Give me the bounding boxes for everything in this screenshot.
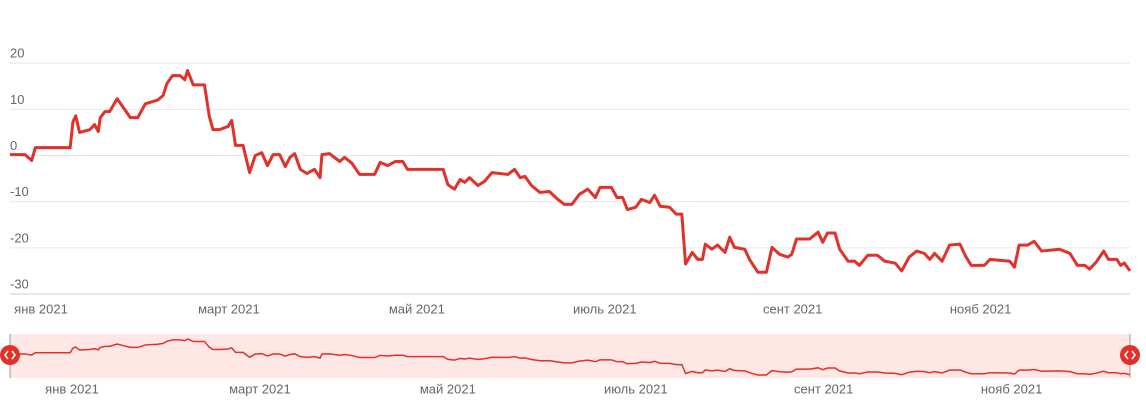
y-tick-label: -30 [10,276,29,291]
x-tick-label: май 2021 [389,301,445,316]
x-tick-label: июль 2021 [573,301,637,316]
navigator-x-label: май 2021 [420,381,476,396]
y-tick-label: 0 [10,138,17,153]
navigator-x-label: июль 2021 [604,381,668,396]
navigator-x-label: янв 2021 [45,381,99,396]
navigator-handle[interactable] [1120,345,1140,365]
y-tick-label: 20 [10,46,24,61]
navigator-handle-icon [1124,350,1136,360]
navigator-handle-icon [4,350,16,360]
x-tick-label: нояб 2021 [950,301,1011,316]
x-tick-label: янв 2021 [14,301,68,316]
navigator-handle[interactable] [0,345,20,365]
x-tick-label: март 2021 [198,301,260,316]
y-tick-label: -20 [10,230,29,245]
navigator-x-label: март 2021 [229,381,291,396]
y-tick-label: 10 [10,92,24,107]
navigator-line [10,338,1131,376]
y-tick-label: -10 [10,184,29,199]
series-line [10,69,1132,274]
x-tick-label: сент 2021 [763,301,822,316]
navigator-x-label: сент 2021 [794,381,853,396]
navigator-x-label: нояб 2021 [981,381,1042,396]
